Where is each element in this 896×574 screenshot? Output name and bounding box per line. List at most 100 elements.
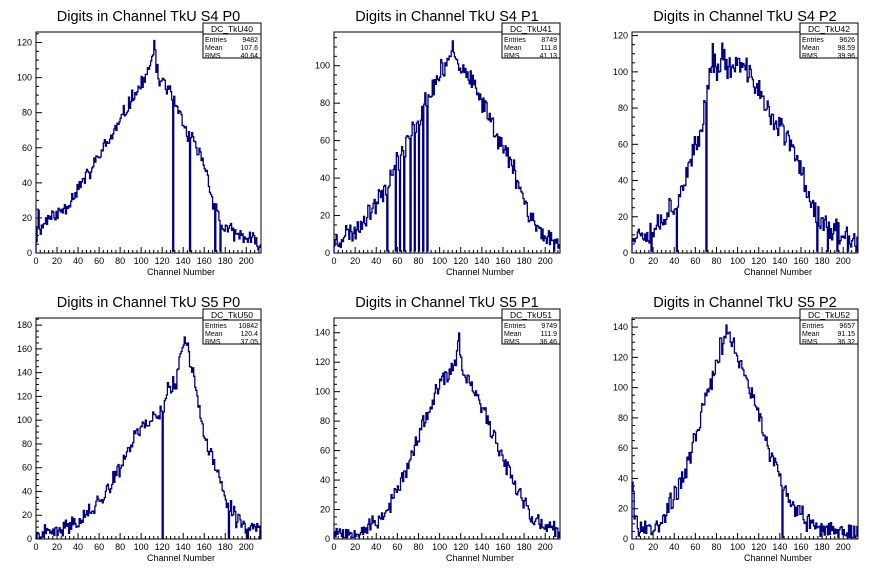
x-tick-label: 80 [711, 542, 721, 552]
x-tick-label: 60 [392, 542, 402, 552]
x-tick-label: 180 [815, 256, 830, 266]
stats-label-entries: Entries [504, 323, 526, 330]
y-tick-label: 0 [325, 248, 330, 258]
y-tick-label: 60 [22, 143, 32, 153]
stats-label-mean: Mean [504, 331, 522, 338]
histogram-panel-2: Digits in Channel TkU S4 P1 0 20 40 60 80 100 1… [315, 9, 561, 277]
y-tick-label: 80 [618, 103, 628, 113]
y-tick-label: 60 [618, 443, 628, 453]
plot-frame [35, 317, 262, 540]
plot-frame [333, 31, 561, 254]
x-tick-label: 60 [94, 256, 104, 266]
histogram-series [35, 39, 261, 253]
x-tick-label: 180 [218, 542, 233, 552]
x-tick-label: 60 [392, 256, 402, 266]
stats-value-mean: 111.9 [541, 331, 558, 338]
stats-value-rms: 36.32 [837, 339, 855, 346]
y-tick-label: 20 [618, 212, 628, 222]
y-tick-label: 120 [315, 357, 330, 367]
x-tick-label: 20 [52, 256, 62, 266]
x-tick-label: 40 [371, 256, 381, 266]
stats-name: DC_TkU41 [510, 24, 552, 34]
x-tick-label: 200 [836, 256, 851, 266]
y-tick-label: 160 [17, 344, 32, 354]
stats-name: DC_TkU51 [510, 310, 552, 320]
x-tick-label: 40 [73, 542, 83, 552]
y-tick-label: 20 [618, 504, 628, 514]
stats-value-mean: 107.6 [240, 45, 258, 52]
stats-value-mean: 98.59 [837, 45, 855, 52]
x-tick-label: 200 [538, 542, 553, 552]
y-tick-label: 80 [22, 439, 32, 449]
y-tick-label: 80 [320, 416, 330, 426]
histogram-panel-5: Digits in Channel TkU S5 P1 0 20 40 60 80 100 1… [315, 295, 561, 563]
x-tick-label: 200 [836, 542, 851, 552]
stats-box-frame [202, 22, 262, 59]
x-tick-label: 140 [176, 542, 191, 552]
y-tick-label: 20 [320, 505, 330, 515]
x-tick-label: 180 [517, 542, 532, 552]
plot-frame [631, 317, 859, 540]
x-tick-label: 140 [474, 542, 489, 552]
x-tick-label: 20 [52, 542, 62, 552]
y-tick-label: 60 [320, 446, 330, 456]
x-tick-label: 100 [134, 256, 149, 266]
stats-label-mean: Mean [504, 45, 522, 52]
stats-name: DC_TkU50 [211, 310, 253, 320]
x-tick-label: 160 [495, 256, 510, 266]
y-tick-label: 120 [613, 31, 628, 41]
stats-box: DC_TkU52 Entries 9657 Mean 91.15 RMS 36.32 [799, 308, 859, 346]
stats-box-frame [202, 308, 262, 345]
y-tick-label: 120 [17, 38, 32, 48]
x-tick-label: 160 [197, 542, 212, 552]
histogram-series [631, 324, 858, 539]
x-axis-label: Channel Number [446, 553, 514, 563]
x-tick-label: 140 [474, 256, 489, 266]
stats-value-entries: 9749 [541, 323, 557, 330]
y-tick-label: 60 [618, 139, 628, 149]
x-tick-label: 200 [239, 542, 254, 552]
y-tick-label: 120 [613, 352, 628, 362]
x-tick-label: 0 [331, 542, 336, 552]
histogram-panel-1: Digits in Channel TkU S4 P0 0 20 40 60 80 100 1… [17, 9, 262, 277]
stats-value-entries: 10842 [239, 323, 259, 330]
y-tick-label: 100 [613, 383, 628, 393]
x-tick-label: 120 [751, 256, 766, 266]
y-tick-label: 0 [623, 248, 628, 258]
x-tick-label: 140 [772, 256, 787, 266]
y-tick-label: 20 [22, 213, 32, 223]
stats-value-mean: 120.4 [240, 331, 258, 338]
x-tick-label: 40 [669, 256, 679, 266]
plot-frame [631, 31, 859, 254]
stats-label-mean: Mean [205, 45, 223, 52]
x-tick-label: 180 [517, 256, 532, 266]
y-tick-label: 0 [27, 534, 32, 544]
y-tick-label: 100 [315, 61, 330, 71]
x-tick-label: 180 [815, 542, 830, 552]
y-tick-label: 40 [320, 475, 330, 485]
x-axis-label: Channel Number [744, 553, 812, 563]
stats-value-mean: 111.8 [541, 45, 558, 52]
x-tick-label: 100 [432, 542, 447, 552]
stats-value-entries: 8749 [541, 37, 557, 44]
x-tick-label: 40 [73, 256, 83, 266]
stats-box: DC_TkU50 Entries 10842 Mean 120.4 RMS 37.05 [202, 308, 262, 346]
stats-label-mean: Mean [802, 331, 820, 338]
y-tick-label: 20 [22, 510, 32, 520]
stats-box: DC_TkU42 Entries 9626 Mean 98.59 RMS 39.96 [799, 22, 859, 60]
x-tick-label: 40 [669, 542, 679, 552]
x-tick-label: 160 [793, 542, 808, 552]
x-tick-label: 0 [33, 542, 38, 552]
stats-box: DC_TkU40 Entries 9482 Mean 107.6 RMS 40.64 [202, 22, 262, 60]
y-tick-label: 0 [325, 534, 330, 544]
stats-box: DC_TkU41 Entries 8749 Mean 111.8 RMS 41.13 [501, 22, 561, 60]
histogram-series [631, 42, 858, 253]
x-tick-label: 120 [155, 256, 170, 266]
x-tick-label: 100 [432, 256, 447, 266]
x-tick-label: 120 [453, 256, 468, 266]
y-tick-label: 60 [22, 463, 32, 473]
y-tick-label: 140 [613, 322, 628, 332]
stats-label-rms: RMS [205, 53, 221, 60]
stats-label-mean: Mean [802, 45, 820, 52]
